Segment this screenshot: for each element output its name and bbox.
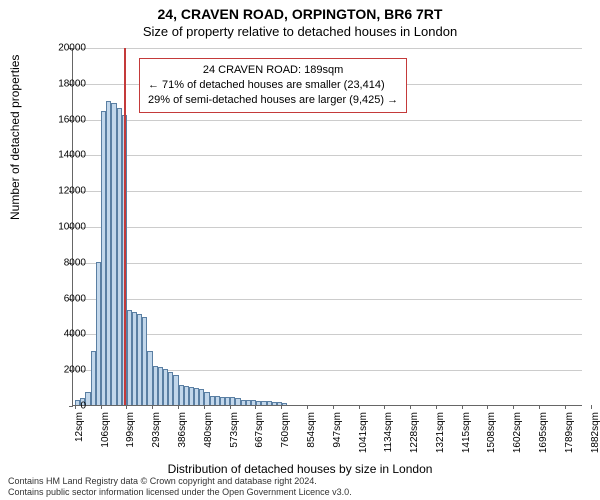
- y-tick-label: 12000: [36, 186, 86, 197]
- x-tick-label: 106sqm: [100, 412, 111, 462]
- y-tick-label: 20000: [36, 43, 86, 54]
- y-tick-label: 6000: [36, 293, 86, 304]
- x-tick-mark: [462, 405, 463, 409]
- x-tick-label: 1041sqm: [358, 412, 369, 462]
- x-tick-mark: [565, 405, 566, 409]
- x-tick-mark: [101, 405, 102, 409]
- x-tick-mark: [281, 405, 282, 409]
- gridline: [73, 227, 582, 228]
- x-tick-mark: [230, 405, 231, 409]
- x-tick-label: 386sqm: [177, 412, 188, 462]
- y-tick-label: 10000: [36, 222, 86, 233]
- x-tick-mark: [436, 405, 437, 409]
- x-tick-mark: [126, 405, 127, 409]
- x-tick-label: 293sqm: [151, 412, 162, 462]
- y-axis-label: Number of detached properties: [8, 55, 22, 220]
- x-axis-label: Distribution of detached houses by size …: [0, 462, 600, 476]
- chart-area: 24 CRAVEN ROAD: 189sqm← 71% of detached …: [72, 48, 582, 406]
- x-tick-label: 12sqm: [74, 412, 85, 462]
- x-tick-label: 1415sqm: [461, 412, 472, 462]
- x-tick-label: 1321sqm: [435, 412, 446, 462]
- gridline: [73, 48, 582, 49]
- gridline: [73, 120, 582, 121]
- y-tick-label: 18000: [36, 78, 86, 89]
- footer-line-2: Contains public sector information licen…: [8, 487, 352, 498]
- y-tick-label: 8000: [36, 257, 86, 268]
- x-tick-label: 1695sqm: [538, 412, 549, 462]
- property-infobox: 24 CRAVEN ROAD: 189sqm← 71% of detached …: [139, 58, 407, 113]
- plot-area: 24 CRAVEN ROAD: 189sqm← 71% of detached …: [72, 48, 582, 406]
- x-tick-mark: [359, 405, 360, 409]
- infobox-line: 24 CRAVEN ROAD: 189sqm: [148, 63, 398, 78]
- x-tick-label: 1602sqm: [512, 412, 523, 462]
- x-tick-label: 573sqm: [229, 412, 240, 462]
- y-tick-label: 0: [36, 401, 86, 412]
- x-tick-mark: [255, 405, 256, 409]
- x-tick-label: 199sqm: [125, 412, 136, 462]
- x-tick-label: 1882sqm: [590, 412, 600, 462]
- x-tick-label: 667sqm: [254, 412, 265, 462]
- x-tick-label: 480sqm: [203, 412, 214, 462]
- x-tick-mark: [333, 405, 334, 409]
- x-tick-label: 1789sqm: [564, 412, 575, 462]
- gridline: [73, 334, 582, 335]
- y-tick-label: 16000: [36, 114, 86, 125]
- y-tick-label: 2000: [36, 365, 86, 376]
- gridline: [73, 191, 582, 192]
- page-subtitle: Size of property relative to detached ho…: [0, 22, 600, 39]
- gridline: [73, 299, 582, 300]
- x-tick-mark: [487, 405, 488, 409]
- gridline: [73, 263, 582, 264]
- gridline: [73, 155, 582, 156]
- infobox-line: 29% of semi-detached houses are larger (…: [148, 93, 398, 108]
- x-tick-label: 760sqm: [280, 412, 291, 462]
- x-tick-mark: [204, 405, 205, 409]
- footer-line-1: Contains HM Land Registry data © Crown c…: [8, 476, 352, 487]
- x-tick-mark: [152, 405, 153, 409]
- y-tick-label: 4000: [36, 329, 86, 340]
- x-tick-mark: [384, 405, 385, 409]
- y-tick-label: 14000: [36, 150, 86, 161]
- x-tick-label: 1228sqm: [409, 412, 420, 462]
- x-tick-label: 1508sqm: [486, 412, 497, 462]
- chart-container: 24, CRAVEN ROAD, ORPINGTON, BR6 7RT Size…: [0, 0, 600, 500]
- x-tick-label: 947sqm: [332, 412, 343, 462]
- x-tick-mark: [513, 405, 514, 409]
- footer-attribution: Contains HM Land Registry data © Crown c…: [8, 476, 352, 499]
- x-tick-mark: [178, 405, 179, 409]
- infobox-line: ← 71% of detached houses are smaller (23…: [148, 78, 398, 93]
- property-marker-line: [124, 48, 126, 405]
- x-tick-label: 1134sqm: [383, 412, 394, 462]
- x-tick-mark: [591, 405, 592, 409]
- x-tick-mark: [539, 405, 540, 409]
- x-tick-mark: [307, 405, 308, 409]
- histogram-bar: [282, 403, 287, 406]
- x-tick-mark: [410, 405, 411, 409]
- page-title: 24, CRAVEN ROAD, ORPINGTON, BR6 7RT: [0, 0, 600, 22]
- x-tick-label: 854sqm: [306, 412, 317, 462]
